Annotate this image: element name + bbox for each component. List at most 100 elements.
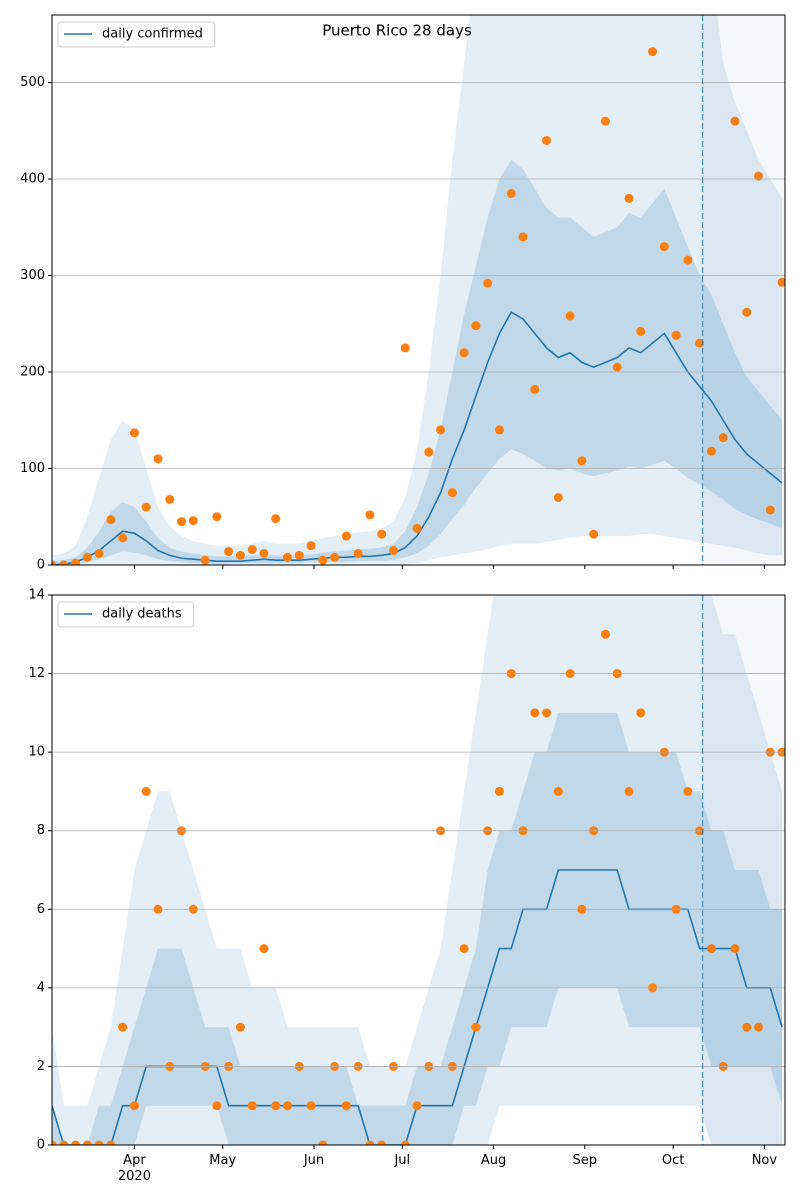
point xyxy=(141,502,151,512)
y-tick-label: 400 xyxy=(20,172,45,187)
point xyxy=(400,1140,410,1145)
legend: daily confirmed xyxy=(57,21,216,48)
axes-frame xyxy=(51,594,786,1146)
point xyxy=(400,343,410,353)
point xyxy=(659,242,669,252)
point xyxy=(494,425,504,435)
point xyxy=(82,552,92,562)
point xyxy=(283,1101,293,1111)
point xyxy=(730,116,740,126)
band xyxy=(52,159,783,565)
point xyxy=(424,447,434,457)
point xyxy=(106,1140,116,1145)
point xyxy=(353,548,363,558)
plot-area xyxy=(52,595,785,1145)
point xyxy=(518,232,528,242)
point xyxy=(153,454,163,464)
point xyxy=(188,516,198,526)
point xyxy=(118,533,128,543)
point xyxy=(565,311,575,321)
point xyxy=(212,512,222,522)
point xyxy=(412,523,422,533)
point xyxy=(530,384,540,394)
point xyxy=(542,708,552,718)
point xyxy=(742,307,752,317)
point xyxy=(106,515,116,525)
point xyxy=(718,433,728,443)
point xyxy=(341,531,351,541)
x-tick-label: Oct xyxy=(661,1153,685,1168)
point xyxy=(129,428,139,438)
point xyxy=(377,1140,387,1145)
legend-box xyxy=(57,21,216,48)
point xyxy=(459,348,469,358)
x-tick-label: May xyxy=(209,1153,237,1168)
point xyxy=(636,708,646,718)
point xyxy=(59,560,69,565)
point xyxy=(530,708,540,718)
point xyxy=(742,1022,752,1032)
y-tick-label: 10 xyxy=(28,745,45,760)
point xyxy=(271,1101,281,1111)
point xyxy=(483,278,493,288)
legend-box xyxy=(57,601,195,628)
point xyxy=(589,529,599,539)
legend-label: daily deaths xyxy=(102,607,182,622)
point xyxy=(706,446,716,456)
point xyxy=(506,189,516,199)
point xyxy=(471,1022,481,1032)
point xyxy=(636,326,646,336)
y-tick-label: 8 xyxy=(37,823,45,838)
point xyxy=(447,488,457,498)
axes-frame xyxy=(51,14,786,566)
band xyxy=(52,712,783,1145)
point xyxy=(730,944,740,954)
y-tick-label: 0 xyxy=(37,1138,45,1153)
point xyxy=(94,1140,104,1145)
point xyxy=(683,786,693,796)
point xyxy=(600,629,610,639)
point xyxy=(212,1101,222,1111)
y-tick-label: 4 xyxy=(37,980,45,995)
y-tick-label: 2 xyxy=(37,1059,45,1074)
point xyxy=(436,425,446,435)
point xyxy=(118,1022,128,1032)
point xyxy=(365,510,375,520)
y-tick-label: 200 xyxy=(20,365,45,380)
y-tick-label: 0 xyxy=(37,558,45,573)
point xyxy=(259,944,269,954)
point xyxy=(82,1140,92,1145)
point xyxy=(59,1140,69,1145)
line xyxy=(52,311,783,565)
point xyxy=(247,1101,257,1111)
plot-area xyxy=(52,15,785,565)
point xyxy=(259,548,269,558)
point xyxy=(648,47,658,57)
point xyxy=(377,529,387,539)
point xyxy=(671,330,681,340)
point xyxy=(388,546,398,556)
point xyxy=(129,1101,139,1111)
point xyxy=(577,456,587,466)
x-tick-label: Jun xyxy=(303,1153,325,1168)
x-tick-label: Jul xyxy=(394,1153,411,1168)
point xyxy=(200,555,210,565)
point xyxy=(624,193,634,203)
point xyxy=(777,277,785,287)
point xyxy=(471,321,481,331)
point xyxy=(365,1140,375,1145)
chart-title: Puerto Rico 28 days xyxy=(322,22,472,40)
point xyxy=(294,550,304,560)
point xyxy=(341,1101,351,1111)
point xyxy=(224,546,234,556)
point xyxy=(754,1022,764,1032)
band xyxy=(52,595,783,1145)
point xyxy=(494,786,504,796)
point xyxy=(459,944,469,954)
y-tick-label: 6 xyxy=(37,902,45,917)
y-tick-label: 14 xyxy=(28,588,45,603)
forecast-shade xyxy=(702,595,785,1145)
y-tick-label: 500 xyxy=(20,75,45,90)
point xyxy=(235,1022,245,1032)
